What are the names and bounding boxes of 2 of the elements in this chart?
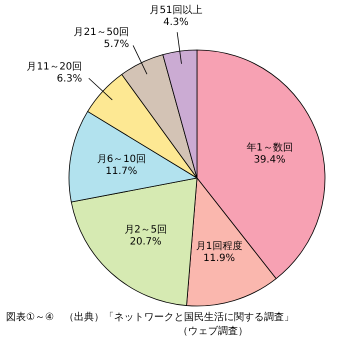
annotation: （ウェブ調査）: [178, 326, 248, 337]
annotation: 図表①～④ （出典）「ネットワークと国民生活に関する調査」: [6, 312, 294, 323]
